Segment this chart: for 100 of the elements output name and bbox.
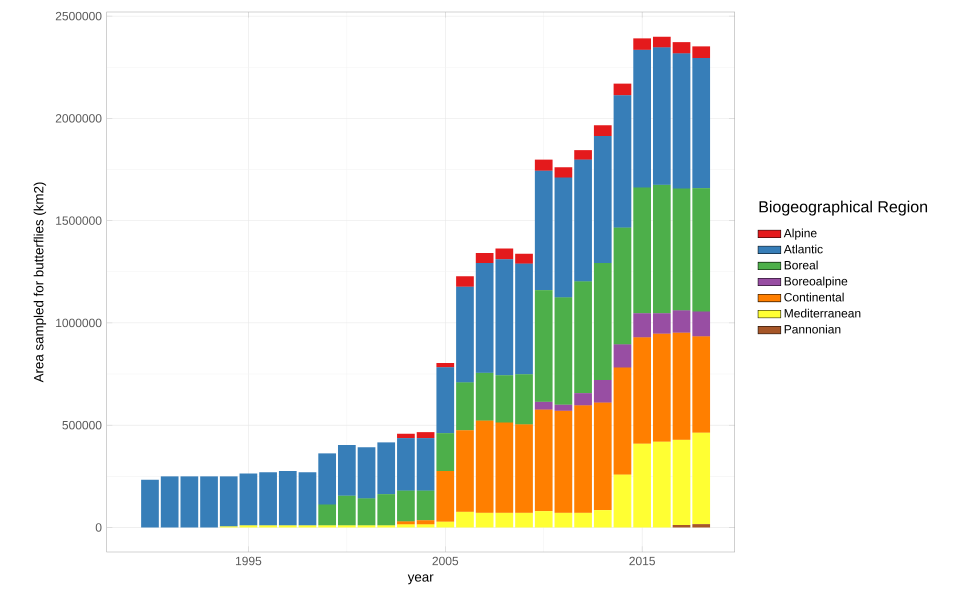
bar	[652, 442, 671, 528]
bar	[515, 264, 533, 374]
bar	[534, 290, 553, 402]
bar	[594, 125, 612, 136]
bar	[614, 367, 632, 475]
bar	[495, 248, 514, 260]
bar	[476, 512, 494, 528]
bar	[318, 504, 336, 526]
legend-label: Boreal	[784, 260, 818, 270]
bar	[594, 402, 612, 510]
bar	[633, 38, 652, 50]
bar	[456, 286, 474, 382]
bar	[436, 367, 454, 434]
bar	[476, 252, 494, 263]
bar	[495, 422, 514, 513]
x-axis-title: year	[408, 574, 434, 584]
legend-label: Continental	[784, 292, 844, 302]
bar	[652, 36, 671, 48]
legend-label: Alpine	[784, 228, 817, 240]
bar	[692, 58, 710, 188]
bar	[672, 188, 690, 310]
bar	[614, 344, 632, 368]
bar	[377, 442, 396, 494]
bar	[495, 375, 514, 423]
y-tick-label: 2000000	[56, 114, 102, 123]
bar	[534, 160, 553, 171]
bar	[652, 334, 671, 442]
legend-title: Biogeographical Region	[760, 200, 928, 216]
bar	[614, 84, 632, 96]
bar	[515, 512, 533, 528]
x-tick-label: 2005	[432, 556, 458, 566]
bar	[692, 188, 710, 312]
bar	[692, 524, 710, 528]
bar	[456, 430, 474, 512]
bar	[476, 372, 494, 421]
bar	[692, 46, 710, 58]
bar	[633, 50, 652, 188]
bar	[298, 472, 316, 526]
bar	[515, 254, 533, 264]
y-tick-label: 1000000	[56, 318, 102, 328]
bar	[141, 480, 159, 528]
bar	[377, 494, 396, 526]
bar	[495, 259, 514, 376]
bar	[672, 310, 690, 333]
bar	[436, 362, 454, 368]
bar	[692, 336, 710, 433]
bar	[180, 476, 198, 528]
bar	[672, 440, 690, 525]
bar	[672, 42, 690, 54]
bar	[652, 184, 671, 314]
bar	[614, 474, 632, 528]
bar	[534, 410, 553, 512]
bar	[160, 476, 179, 528]
bar	[692, 432, 710, 524]
bar	[436, 471, 454, 522]
bar	[515, 374, 533, 424]
y-tick-label: 1500000	[56, 216, 102, 225]
bar	[515, 424, 533, 513]
bar	[672, 332, 690, 440]
bar	[652, 47, 671, 185]
bar	[358, 447, 376, 498]
bar	[672, 53, 690, 189]
bar	[338, 496, 356, 526]
bar	[614, 228, 632, 344]
bar	[278, 471, 297, 526]
bar	[436, 433, 454, 471]
bar	[534, 170, 553, 290]
bar	[534, 511, 553, 528]
bar	[633, 313, 652, 338]
bar	[318, 453, 336, 505]
bar	[456, 382, 474, 430]
bar	[594, 262, 612, 380]
bar	[594, 380, 612, 403]
bar	[534, 402, 553, 410]
bar	[633, 187, 652, 314]
legend-label: Pannonian	[784, 324, 840, 334]
y-tick-label: 2500000	[56, 12, 102, 20]
bar	[554, 167, 572, 178]
bar	[358, 498, 376, 526]
y-tick-label: 0	[96, 523, 102, 532]
bar	[652, 313, 671, 334]
x-tick-label: 1995	[236, 556, 262, 566]
bar	[614, 95, 632, 228]
bar	[338, 445, 356, 496]
bar	[692, 311, 710, 336]
bar	[633, 337, 652, 444]
bar	[574, 150, 592, 160]
legend-label: Atlantic	[784, 244, 823, 254]
bar	[456, 276, 474, 287]
bar	[456, 512, 474, 528]
bar	[476, 420, 494, 513]
bar	[220, 476, 238, 526]
bar	[436, 522, 454, 528]
bar	[476, 262, 494, 373]
bar	[495, 512, 514, 528]
x-tick-label: 2015	[629, 556, 655, 566]
bar	[594, 136, 612, 263]
bar	[594, 510, 612, 528]
bar	[200, 476, 218, 528]
y-tick-label: 500000	[62, 420, 102, 430]
